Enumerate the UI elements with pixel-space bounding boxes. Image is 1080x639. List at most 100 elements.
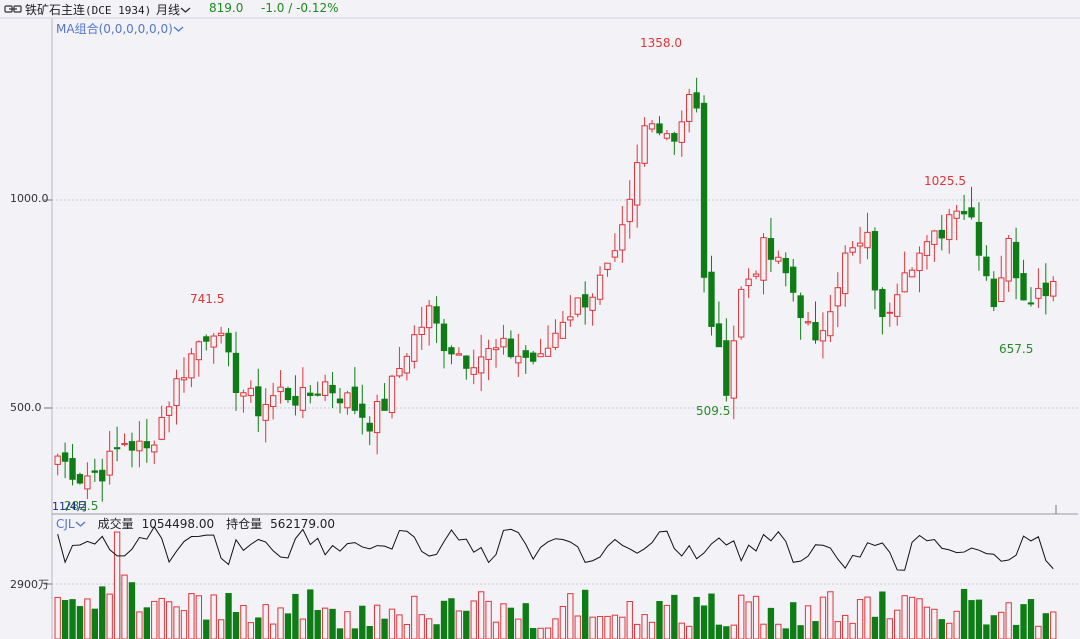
candle-body xyxy=(61,452,69,462)
candle-body xyxy=(953,210,960,219)
candle-body xyxy=(998,277,1005,303)
candle xyxy=(247,380,255,403)
candle-body xyxy=(990,278,997,308)
candle-body xyxy=(165,406,173,416)
candle-body xyxy=(240,392,247,397)
candle-body xyxy=(856,242,864,247)
candle-body xyxy=(522,350,529,358)
candle xyxy=(448,345,455,365)
candle-body xyxy=(440,323,448,352)
volume-bar xyxy=(537,627,544,639)
volume-bar xyxy=(203,619,210,639)
volume-indicator-selector[interactable]: CJL xyxy=(56,517,86,531)
candle xyxy=(210,333,217,364)
candle xyxy=(128,432,136,468)
candle-body xyxy=(91,470,98,473)
volume-bar xyxy=(366,625,373,639)
period-selector[interactable]: 月线 xyxy=(156,1,191,18)
instrument-name[interactable]: 铁矿石主连(DCE 1934) xyxy=(25,1,151,18)
candle xyxy=(1027,287,1035,307)
candle xyxy=(151,440,158,464)
candle xyxy=(946,208,953,254)
candle xyxy=(812,301,819,344)
candle xyxy=(975,202,983,271)
candle-body xyxy=(232,352,240,394)
exchange-code: (DCE 1934) xyxy=(85,4,152,17)
candle-body xyxy=(448,347,455,355)
candle-body xyxy=(975,221,983,256)
candle-body xyxy=(485,348,492,360)
candlestick-series xyxy=(54,77,1057,502)
candle-body xyxy=(477,356,485,374)
candle-body xyxy=(738,288,745,338)
candle xyxy=(485,339,492,381)
candle xyxy=(730,325,737,420)
volume-bar xyxy=(448,598,455,639)
candle xyxy=(611,233,619,262)
candle-body xyxy=(804,321,812,324)
candle-body xyxy=(634,162,641,206)
candle xyxy=(314,381,321,397)
candle-body xyxy=(723,340,730,396)
candle-body xyxy=(834,287,841,307)
candle-body xyxy=(663,133,671,139)
grid-lines xyxy=(0,17,1080,639)
header-bar: 铁矿石主连(DCE 1934) 月线 819.0 -1.0 / -0.12% xyxy=(0,0,1080,18)
volume-bar xyxy=(790,602,797,639)
candle-body xyxy=(901,272,908,293)
volume-bar xyxy=(522,603,529,639)
candle xyxy=(879,287,886,335)
volume-bar xyxy=(403,623,411,639)
candle xyxy=(500,324,507,355)
candle xyxy=(515,333,522,378)
candle-body xyxy=(752,273,760,277)
candle xyxy=(262,388,269,443)
volume-bar xyxy=(1012,624,1020,639)
volume-bar xyxy=(388,608,396,639)
volume-bar xyxy=(113,531,121,639)
volume-bar xyxy=(693,596,700,639)
volume-bar xyxy=(143,607,151,639)
candle-body xyxy=(203,336,210,342)
candle xyxy=(1005,235,1012,292)
candle-body xyxy=(255,386,262,417)
volume-bar xyxy=(663,604,671,639)
annotation-high-741: 741.5 xyxy=(190,292,225,306)
candle xyxy=(700,95,708,293)
candle-body xyxy=(544,347,552,357)
candle xyxy=(277,370,284,404)
ma-indicator-selector[interactable]: MA组合(0,0,0,0,0,0) xyxy=(56,20,184,37)
volume-bar xyxy=(938,619,945,639)
volume-bar xyxy=(700,605,708,639)
candle xyxy=(351,367,359,415)
volume-bar xyxy=(217,619,225,639)
volume-bar xyxy=(321,607,329,639)
candle-body xyxy=(604,262,611,271)
candle-body xyxy=(871,231,879,291)
candle xyxy=(663,129,671,141)
candle-body xyxy=(507,338,515,358)
volume-bar xyxy=(745,601,752,639)
volume-bar xyxy=(946,622,953,639)
candle xyxy=(760,233,767,295)
volume-bar xyxy=(151,600,158,639)
volume-bar xyxy=(463,610,470,639)
candle xyxy=(790,258,797,302)
candle xyxy=(418,306,425,350)
candle xyxy=(797,292,804,340)
link-icon[interactable] xyxy=(4,4,22,14)
candle-body xyxy=(388,375,396,414)
volume-bar xyxy=(411,595,418,639)
volume-bar xyxy=(507,607,515,639)
candle-body xyxy=(54,455,61,465)
volume-bar xyxy=(84,598,91,639)
volume-bar xyxy=(894,609,901,639)
candle xyxy=(723,318,730,402)
candle-body xyxy=(552,332,559,348)
candle xyxy=(463,355,470,380)
candle-body xyxy=(113,447,121,450)
candle xyxy=(626,180,633,239)
candle xyxy=(953,204,960,241)
volume-bar xyxy=(827,591,834,639)
